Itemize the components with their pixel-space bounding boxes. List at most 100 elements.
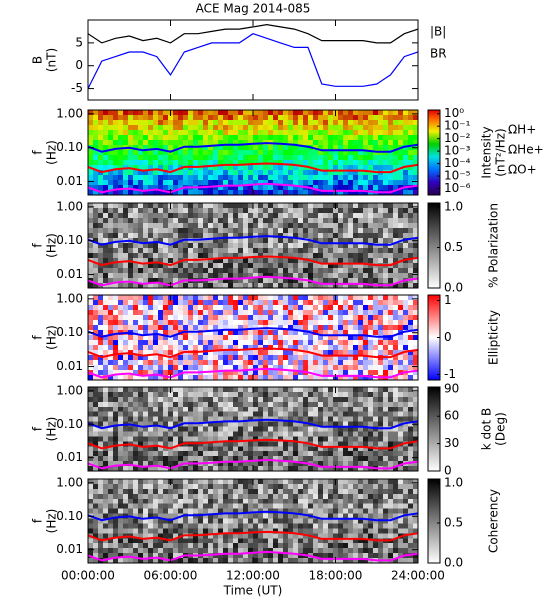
spectrogram-cell	[368, 110, 374, 116]
spectrogram-cell	[178, 155, 184, 161]
spectrogram-cell	[218, 387, 224, 393]
spectrogram-cell	[358, 479, 364, 485]
spectrogram-cell	[378, 115, 384, 121]
spectrogram-cell	[108, 263, 114, 269]
spectrogram-cell	[228, 431, 234, 438]
spectrogram-cell	[143, 218, 149, 224]
spectrogram-cell	[293, 213, 299, 219]
spectrogram-cell	[118, 155, 124, 161]
spectrogram-cell	[328, 233, 334, 239]
spectrogram-cell	[123, 243, 129, 249]
spectrogram-cell	[208, 365, 214, 371]
spectrogram-cell	[173, 278, 179, 284]
spectrogram-cell	[288, 233, 294, 239]
spectrogram-cell	[223, 248, 229, 254]
spectrogram-cell	[123, 273, 129, 279]
spectrogram-cell	[98, 461, 104, 467]
spectrogram-cell	[103, 441, 109, 447]
spectrogram-cell	[193, 203, 199, 209]
spectrogram-cell	[353, 263, 359, 269]
spectrogram-cell	[318, 456, 324, 462]
spectrogram-cell	[398, 493, 404, 500]
spectrogram-cell	[243, 320, 249, 326]
spectrogram-cell	[388, 175, 394, 181]
spectrogram-cell	[163, 223, 169, 229]
spectrogram-cell	[103, 130, 109, 136]
spectrogram-cell	[343, 315, 349, 321]
spectrogram-cell	[308, 300, 314, 306]
spectrogram-cell	[278, 243, 284, 249]
spectrogram-cell	[358, 305, 364, 311]
spectrogram-cell	[303, 155, 309, 161]
spectrogram-cell	[333, 115, 339, 121]
spectrogram-cell	[213, 493, 219, 500]
spectrogram-cell	[358, 370, 364, 376]
spectrogram-cell	[353, 248, 359, 254]
spectrogram-cell	[148, 155, 154, 161]
spectrogram-cell	[208, 253, 214, 259]
spectrogram-cell	[378, 140, 384, 146]
spectrogram-cell	[108, 401, 114, 408]
spectrogram-cell	[128, 436, 134, 442]
spectrogram-cell	[88, 355, 94, 361]
spectrogram-cell	[243, 350, 249, 356]
spectrogram-cell	[388, 218, 394, 224]
spectrogram-cell	[218, 461, 224, 467]
spectrogram-cell	[223, 160, 229, 166]
spectrogram-cell	[353, 426, 359, 433]
spectrogram-cell	[353, 145, 359, 151]
spectrogram-cell	[278, 451, 284, 457]
spectrogram-cell	[358, 150, 364, 156]
spectrogram-cell	[113, 446, 119, 452]
spectrogram-cell	[323, 426, 329, 433]
spectrogram-cell	[273, 130, 279, 136]
spectrogram-cell	[328, 115, 334, 121]
spectrogram-cell	[148, 315, 154, 321]
spectrogram-cell	[148, 273, 154, 279]
spectrogram-cell	[88, 446, 94, 452]
spectrogram-cell	[288, 253, 294, 259]
spectrogram-cell	[393, 130, 399, 136]
spectrogram-cell	[408, 426, 414, 433]
spectrogram-cell	[153, 350, 159, 356]
spectrogram-cell	[303, 175, 309, 181]
spectrogram-cell	[103, 488, 109, 495]
spectrogram-cell	[293, 493, 299, 500]
spectrogram-cell	[263, 387, 269, 393]
spectrogram-cell	[243, 446, 249, 452]
spectrogram-cell	[113, 175, 119, 181]
spectrogram-cell	[323, 278, 329, 284]
spectrogram-cell	[378, 396, 384, 403]
spectrogram-cell	[223, 493, 229, 500]
spectrogram-cell	[253, 330, 259, 336]
spectrogram-cell	[118, 160, 124, 166]
spectrogram-cell	[158, 466, 164, 471]
spectrogram-cell	[278, 120, 284, 126]
spectrogram-cell	[143, 278, 149, 284]
spectrogram-cell	[93, 208, 99, 214]
spectrogram-cell	[128, 228, 134, 234]
spectrogram-cell	[408, 185, 414, 191]
spectrogram-cell	[248, 416, 254, 423]
spectrogram-cell	[333, 370, 339, 376]
spectrogram-cell	[203, 130, 209, 136]
spectrogram-cell	[298, 208, 304, 214]
spectrogram-cell	[408, 170, 414, 176]
spectrogram-cell	[393, 295, 399, 301]
spectrogram-cell	[203, 135, 209, 141]
spectrogram-cell	[108, 498, 114, 505]
spectrogram-cell	[368, 278, 374, 284]
spectrogram-cell	[123, 436, 129, 442]
spectrogram-cell	[263, 263, 269, 269]
spectrogram-cell	[408, 233, 414, 239]
spectrogram-cell	[263, 273, 269, 279]
spectrogram-cell	[373, 258, 379, 264]
spectrogram-cell	[213, 466, 219, 471]
spectrogram-cell	[248, 273, 254, 279]
spectrogram-cell	[243, 170, 249, 176]
spectrogram-cell	[373, 208, 379, 214]
spectrogram-cell	[328, 135, 334, 141]
spectrogram-cell	[358, 310, 364, 316]
spectrogram-cell	[288, 416, 294, 423]
spectrogram-cell	[123, 295, 129, 301]
